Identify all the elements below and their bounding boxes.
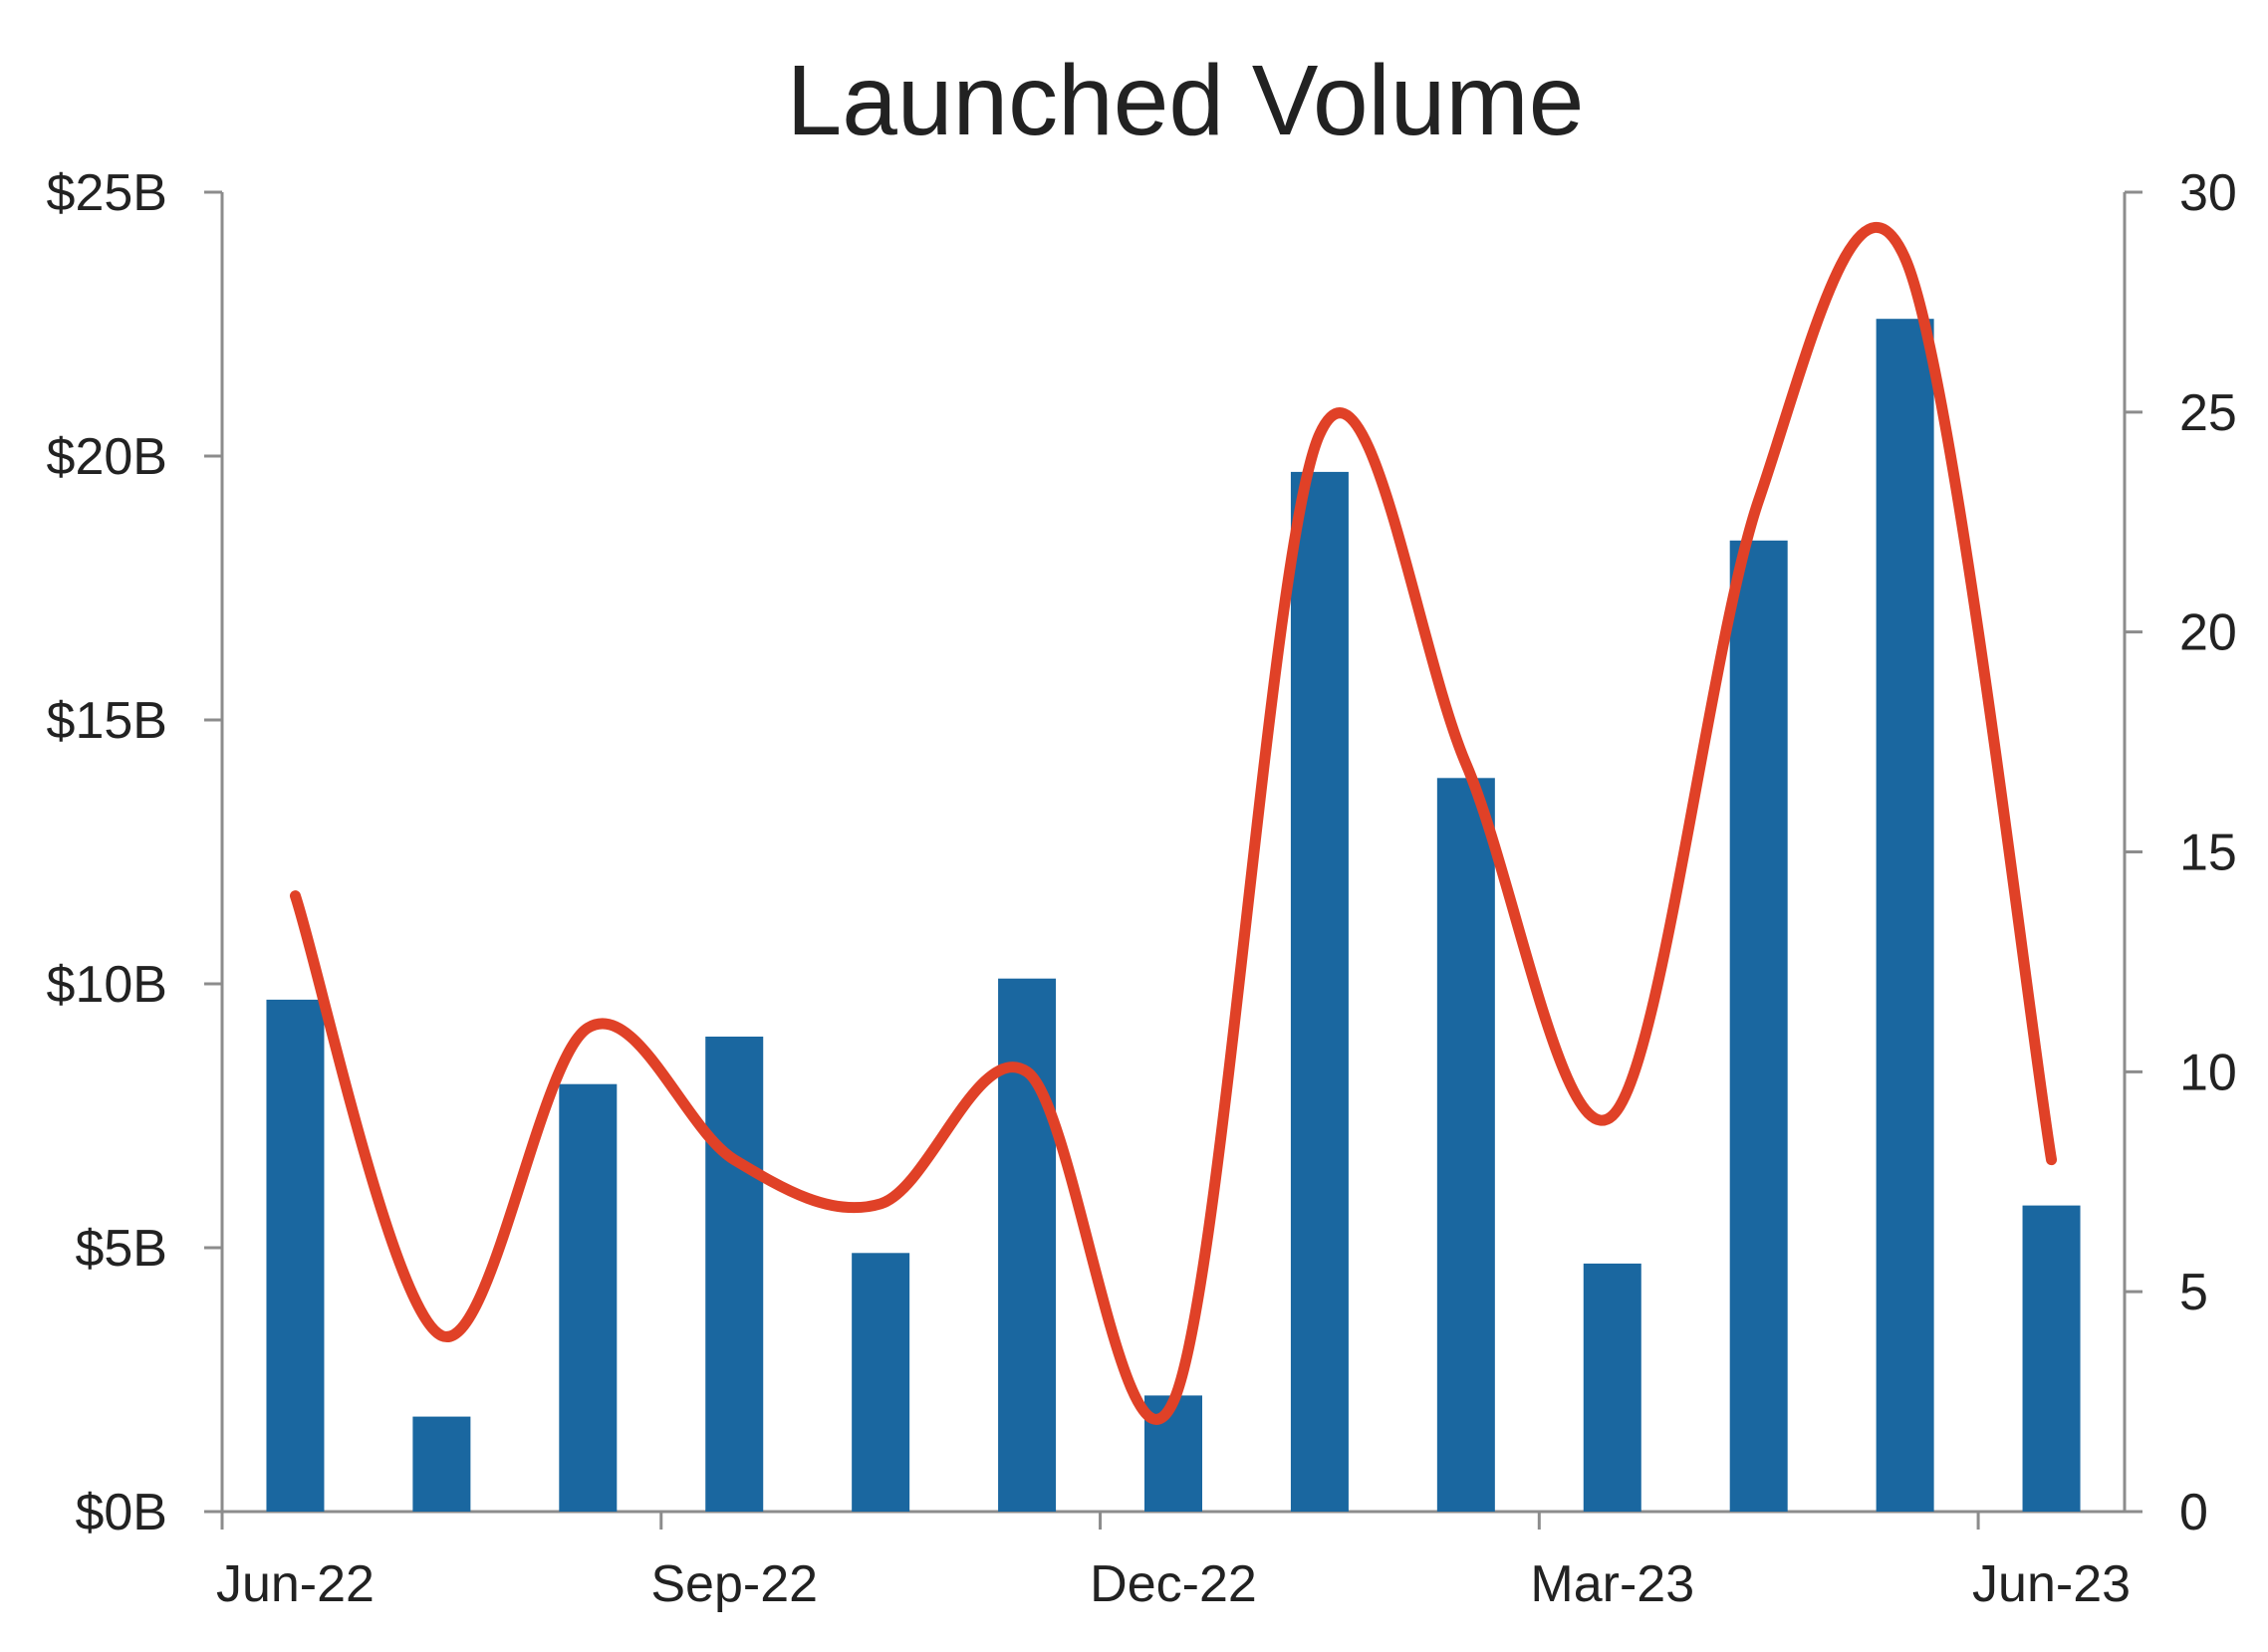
bar-series: [266, 319, 2081, 1513]
axes: [204, 190, 2142, 1530]
x-tick-label: Jun-22: [216, 1555, 375, 1613]
y-left-tick-label: $20B: [47, 428, 167, 486]
x-tick-label: Dec-22: [1090, 1555, 1257, 1613]
y-left-tick-label: $10B: [47, 956, 167, 1014]
chart-title: Launched Volume: [787, 45, 1585, 156]
y-right-tick-label: 10: [2179, 1044, 2237, 1101]
x-tick-label: Mar-23: [1530, 1555, 1694, 1613]
bar: [705, 1037, 764, 1512]
y-right-tick-label: 0: [2179, 1484, 2208, 1541]
bar: [1583, 1263, 1641, 1512]
x-tick-label: Jun-23: [1972, 1555, 2131, 1613]
bar: [266, 999, 325, 1512]
line-series: [289, 222, 2058, 1425]
y-right-tick-label: 15: [2179, 825, 2237, 882]
y-right-tick-label: 30: [2179, 164, 2237, 222]
y-left-tick-label: $25B: [47, 164, 167, 222]
y-left-tick-label: $5B: [75, 1220, 167, 1278]
bar: [1290, 471, 1349, 1512]
y-right-tick-label: 25: [2179, 384, 2237, 442]
bar: [559, 1083, 618, 1512]
bar: [1876, 319, 1934, 1513]
bar: [1436, 778, 1495, 1512]
bar: [1729, 540, 1788, 1512]
y-right-tick-label: 20: [2179, 604, 2237, 662]
y-left-tick-label: $15B: [47, 692, 167, 750]
bar: [852, 1253, 910, 1512]
bar: [2022, 1205, 2081, 1512]
x-tick-label: Sep-22: [650, 1555, 818, 1613]
bar: [412, 1416, 471, 1512]
bar: [998, 978, 1057, 1512]
line-path: [289, 222, 2058, 1425]
y-right-tick-label: 5: [2179, 1264, 2208, 1321]
y-left-tick-label: $0B: [75, 1484, 167, 1541]
tick-labels: $0B $5B $10B $15B $20B $25B 0 5 10 15 20 25 30 Jun-22…: [47, 164, 2237, 1613]
